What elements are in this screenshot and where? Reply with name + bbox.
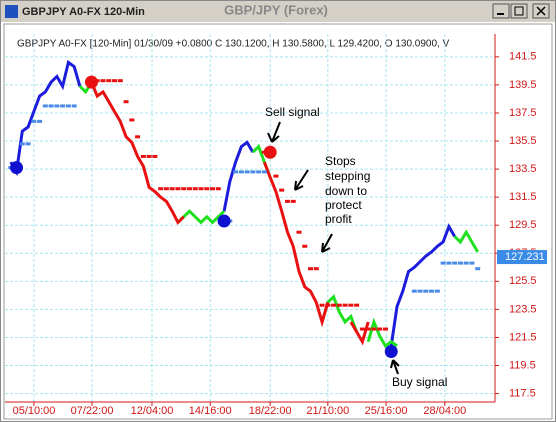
y-tick-label: 119.5 [509,359,536,371]
signal-marker [217,214,231,228]
plot: 117.5119.5121.5123.5125.5127.5129.5131.5… [5,34,537,417]
y-tick-label: 121.5 [509,331,537,343]
title-bar [1,1,555,22]
y-tick-label: 133.5 [509,163,537,175]
minimize-button[interactable] [492,3,510,19]
stops-annotation-line: Stops [325,154,356,168]
x-tick-label: 21/10:00 [306,405,349,417]
stops-annotation-line: down to [325,184,367,198]
price-line [78,81,479,349]
x-tick-label: 07/22:00 [71,405,114,417]
sell-annotation: Sell signal [265,105,320,119]
price-line [9,59,456,347]
signal-marker [84,75,98,89]
y-tick-label: 135.5 [509,135,537,147]
chart-info: GBPJPY A0-FX [120-Min] 01/30/09 +0.0800 … [17,39,450,50]
last-price-box [497,250,547,265]
maximize-button[interactable] [510,3,528,19]
x-tick-label: 14/16:00 [189,405,232,417]
y-tick-label: 139.5 [509,79,537,91]
buy-annotation: Buy signal [392,375,447,389]
y-tick-label: 131.5 [509,191,537,203]
signal-marker [384,344,398,358]
last-price-label: 127.231 [505,251,545,263]
x-tick-label: 12/04:00 [131,405,174,417]
sell-arrow [267,121,281,143]
y-tick-label: 117.5 [509,387,536,399]
stops-annotation-line: protect [325,198,362,212]
x-tick-label: 28/04:00 [423,405,466,417]
y-tick-label: 123.5 [509,303,537,315]
stops-annotation-line: profit [325,212,352,226]
signal-marker [10,161,24,175]
window-title: GBPJPY A0-FX 120-Min [22,6,145,18]
app-icon [5,5,18,18]
close-glyph [536,6,546,16]
window-caption: GBP/JPY (Forex) [224,2,328,17]
y-tick-label: 141.5 [509,51,537,63]
maximize-glyph [514,6,524,16]
annotations: Sell signal Stops stepping down to prote… [265,105,447,389]
x-tick-label: 25/16:00 [365,405,408,417]
buy-arrow [390,359,400,375]
window-buttons [492,3,550,19]
signal-marker [263,145,277,159]
y-tick-label: 137.5 [509,107,537,119]
stops-annotation-line: stepping [325,169,370,183]
y-tick-label: 125.5 [509,275,537,287]
x-tick-label: 05/10:00 [13,405,56,417]
stops-arrow [321,233,333,253]
x-tick-label: 18/22:00 [249,405,292,417]
y-tick-label: 129.5 [509,219,537,231]
price-line [90,81,370,346]
stops-arrow [294,169,309,191]
